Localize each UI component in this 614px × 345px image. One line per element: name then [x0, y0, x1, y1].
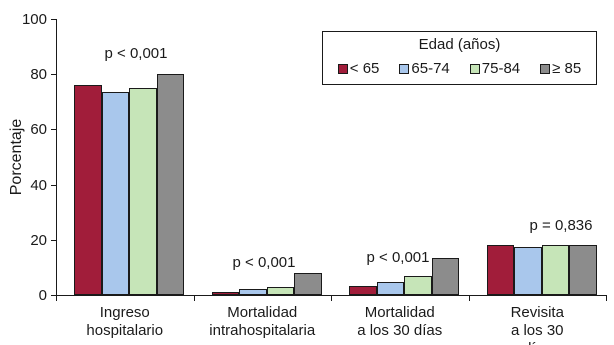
- y-tick-mark: [51, 74, 56, 75]
- bar-series4-category3: [431, 257, 459, 295]
- x-tick-mark: [469, 295, 470, 301]
- legend-item: 75-84: [469, 60, 521, 78]
- p-value-annotation: p < 0,001: [366, 249, 430, 266]
- legend-swatch: [399, 64, 410, 74]
- bar-series3-category4: [541, 245, 569, 295]
- y-axis-line: [56, 19, 57, 296]
- legend: Edad (años) < 65 65-74 75-84 ≥ 85: [322, 31, 597, 85]
- y-tick-mark: [51, 129, 56, 130]
- bar-series2-category2: [239, 288, 267, 295]
- y-tick-label: 80: [30, 65, 47, 83]
- category-label: Mortalidad intrahospitalaria: [209, 304, 316, 339]
- p-value-annotation: p < 0,001: [104, 45, 168, 62]
- legend-label: < 65: [349, 60, 380, 77]
- y-tick-label: 20: [30, 231, 47, 249]
- legend-swatch: [540, 64, 551, 74]
- x-tick-mark: [606, 295, 607, 301]
- x-tick-mark: [56, 295, 57, 301]
- y-tick-label: 0: [38, 286, 47, 304]
- legend-item: 65-74: [399, 60, 450, 78]
- p-value-annotation: p < 0,001: [232, 254, 296, 271]
- category-label: Ingreso hospitalario: [86, 304, 164, 339]
- legend-entries: < 65 65-74 75-84 ≥ 85: [323, 60, 596, 78]
- y-tick-mark: [51, 185, 56, 186]
- bar-series2-category3: [376, 282, 404, 295]
- p-value-annotation: p = 0,836: [529, 217, 593, 234]
- category-label: Mortalidad a los 30 días: [357, 304, 443, 339]
- x-tick-mark: [194, 295, 195, 301]
- legend-label: ≥ 85: [552, 60, 582, 77]
- bar-series1-category3: [349, 286, 377, 295]
- y-tick-label: 60: [30, 120, 47, 138]
- bar-series3-category2: [266, 287, 294, 295]
- y-tick-mark: [51, 19, 56, 20]
- bar-series2-category1: [101, 92, 129, 295]
- bar-series4-category2: [294, 272, 322, 295]
- bar-series1-category1: [74, 85, 102, 295]
- bar-series4-category1: [156, 74, 184, 295]
- bar-series1-category4: [486, 245, 514, 295]
- legend-swatch: [469, 64, 480, 74]
- bar-series1-category2: [211, 292, 239, 295]
- y-tick-mark: [51, 240, 56, 241]
- bar-series3-category3: [404, 275, 432, 295]
- legend-item: ≥ 85: [540, 60, 581, 78]
- x-tick-mark: [331, 295, 332, 301]
- bar-series4-category4: [569, 245, 597, 295]
- y-tick-label: 40: [30, 176, 47, 194]
- legend-swatch: [337, 64, 348, 74]
- y-tick-label: 100: [21, 10, 47, 28]
- legend-item: < 65: [337, 60, 380, 78]
- legend-title: Edad (años): [418, 36, 501, 53]
- legend-label: 65-74: [411, 60, 450, 77]
- legend-label: 75-84: [481, 60, 521, 77]
- bar-series2-category4: [514, 247, 542, 295]
- y-tick-mark: [51, 295, 56, 296]
- category-label: Revisita a los 30 días: [510, 304, 564, 345]
- bar-series3-category1: [129, 88, 157, 295]
